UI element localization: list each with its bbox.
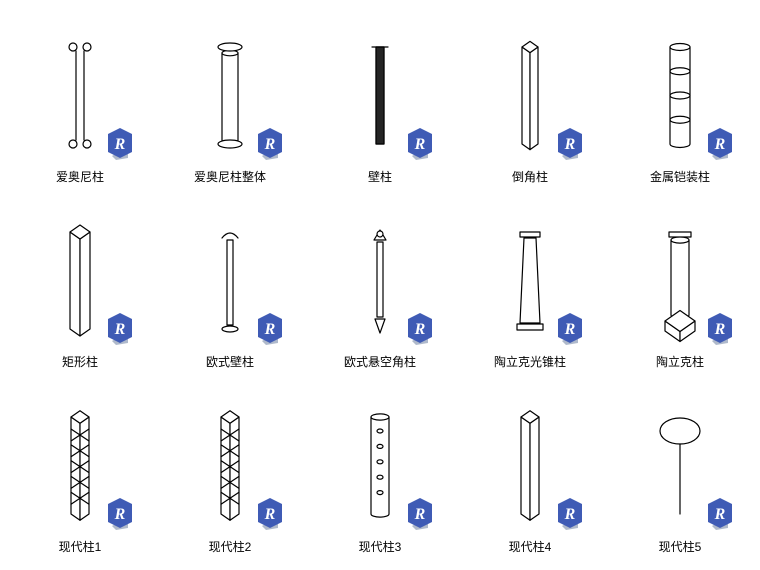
- file-label: 爱奥尼柱整体: [194, 168, 266, 185]
- file-item[interactable]: R 爱奥尼柱整体: [160, 10, 300, 185]
- revit-badge-icon: R: [256, 313, 284, 345]
- file-label: 矩形柱: [62, 353, 98, 370]
- thumbnail: R: [170, 394, 290, 534]
- file-label: 壁柱: [368, 168, 392, 185]
- revit-badge-icon: R: [106, 498, 134, 530]
- thumbnail: R: [20, 24, 140, 164]
- revit-badge-icon: R: [256, 498, 284, 530]
- thumbnail: R: [320, 209, 440, 349]
- file-label: 爱奥尼柱: [56, 168, 104, 185]
- file-item[interactable]: R 爱奥尼柱: [10, 10, 150, 185]
- thumbnail: R: [470, 394, 590, 534]
- svg-text:R: R: [264, 321, 276, 338]
- file-item[interactable]: R 欧式悬空角柱: [310, 195, 450, 370]
- svg-text:R: R: [114, 321, 126, 338]
- revit-badge-icon: R: [406, 313, 434, 345]
- file-label: 金属铠装柱: [650, 168, 710, 185]
- file-item[interactable]: R金属铠装柱: [610, 10, 750, 185]
- file-label: 现代柱2: [209, 538, 252, 555]
- revit-badge-icon: R: [706, 313, 734, 345]
- thumbnail: R: [470, 24, 590, 164]
- revit-badge-icon: R: [406, 498, 434, 530]
- file-label: 陶立克柱: [656, 353, 704, 370]
- svg-text:R: R: [714, 136, 726, 153]
- file-item[interactable]: R 现代柱2: [160, 380, 300, 555]
- thumbnail: R: [620, 24, 740, 164]
- revit-badge-icon: R: [256, 128, 284, 160]
- revit-badge-icon: R: [556, 128, 584, 160]
- file-item[interactable]: R 现代柱4: [460, 380, 600, 555]
- svg-text:R: R: [564, 136, 576, 153]
- file-item[interactable]: R 现代柱3: [310, 380, 450, 555]
- revit-badge-icon: R: [556, 313, 584, 345]
- thumbnail: R: [620, 394, 740, 534]
- file-item[interactable]: R 欧式壁柱: [160, 195, 300, 370]
- file-label: 现代柱3: [359, 538, 402, 555]
- revit-badge-icon: R: [706, 498, 734, 530]
- file-item[interactable]: R 陶立克柱: [610, 195, 750, 370]
- revit-badge-icon: R: [106, 128, 134, 160]
- file-label: 现代柱1: [59, 538, 102, 555]
- svg-text:R: R: [414, 321, 426, 338]
- file-item[interactable]: R 壁柱: [310, 10, 450, 185]
- file-item[interactable]: R 倒角柱: [460, 10, 600, 185]
- thumbnail: R: [20, 209, 140, 349]
- file-item[interactable]: R 现代柱5: [610, 380, 750, 555]
- revit-badge-icon: R: [556, 498, 584, 530]
- file-item[interactable]: R 陶立克光锥柱: [460, 195, 600, 370]
- file-item[interactable]: R 现代柱1: [10, 380, 150, 555]
- thumbnail: R: [170, 209, 290, 349]
- svg-text:R: R: [264, 506, 276, 523]
- revit-badge-icon: R: [406, 128, 434, 160]
- revit-badge-icon: R: [706, 128, 734, 160]
- file-label: 现代柱5: [659, 538, 702, 555]
- thumbnail: R: [20, 394, 140, 534]
- thumbnail: R: [320, 394, 440, 534]
- thumbnail: R: [470, 209, 590, 349]
- svg-text:R: R: [114, 136, 126, 153]
- revit-badge-icon: R: [106, 313, 134, 345]
- thumbnail: R: [170, 24, 290, 164]
- svg-text:R: R: [114, 506, 126, 523]
- svg-text:R: R: [414, 136, 426, 153]
- svg-text:R: R: [564, 506, 576, 523]
- svg-text:R: R: [714, 506, 726, 523]
- file-label: 现代柱4: [509, 538, 552, 555]
- file-label: 欧式壁柱: [206, 353, 254, 370]
- svg-text:R: R: [564, 321, 576, 338]
- svg-text:R: R: [714, 321, 726, 338]
- file-item[interactable]: R 矩形柱: [10, 195, 150, 370]
- thumbnail: R: [320, 24, 440, 164]
- file-label: 欧式悬空角柱: [344, 353, 416, 370]
- thumbnail: R: [620, 209, 740, 349]
- thumbnail-grid: R爱奥尼柱R爱奥尼柱整体R壁柱R倒角柱R金属铠装柱R矩形柱R欧式壁柱R欧式悬空角…: [10, 10, 750, 555]
- file-label: 陶立克光锥柱: [494, 353, 566, 370]
- svg-text:R: R: [264, 136, 276, 153]
- file-label: 倒角柱: [512, 168, 548, 185]
- svg-text:R: R: [414, 506, 426, 523]
